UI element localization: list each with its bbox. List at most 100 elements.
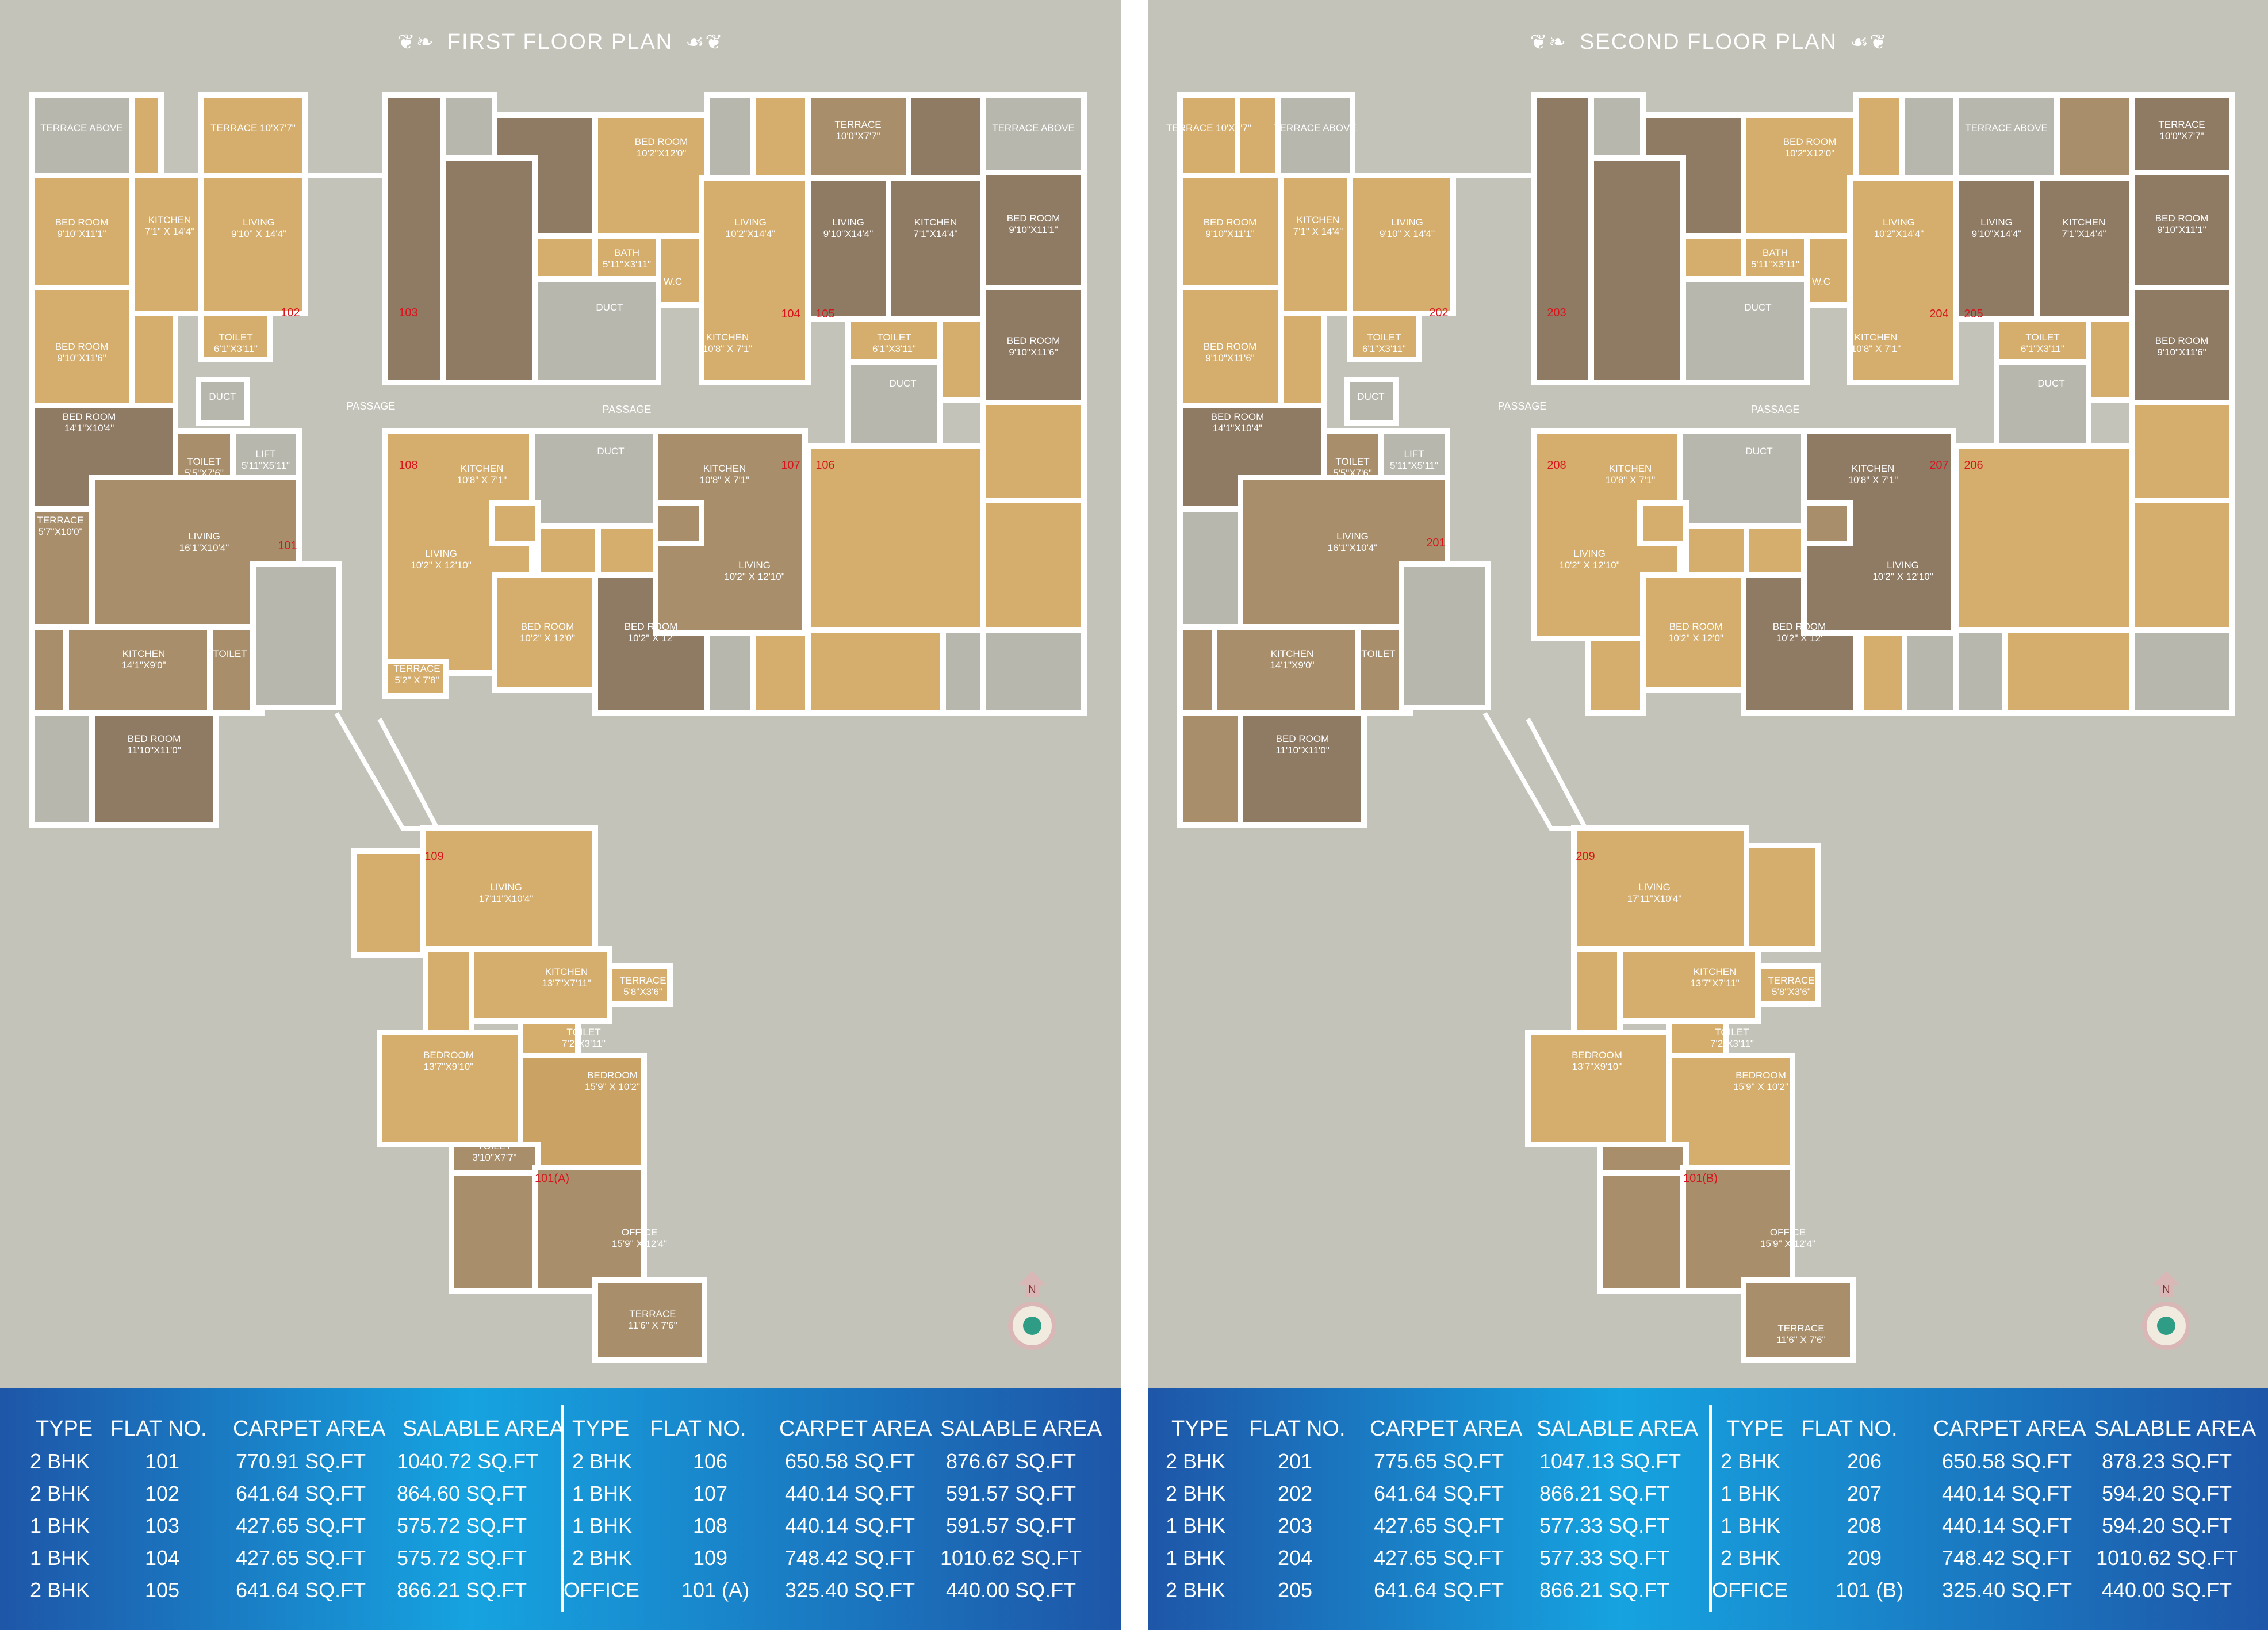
terrace-room	[198, 92, 308, 178]
table-cell: 770.91 SQ.FT	[236, 1449, 366, 1473]
walkway	[1482, 712, 1589, 831]
room-label: 13'7"X7'11"	[1690, 978, 1739, 989]
flat-number: 105	[815, 308, 834, 320]
col-flat: FLAT NO.	[650, 1417, 746, 1441]
terrace-room	[1235, 92, 1281, 178]
flat-106-room	[805, 443, 986, 633]
terrace-above-room	[1275, 92, 1355, 178]
living-room	[1571, 825, 1749, 952]
table-cell: 748.42 SQ.FT	[1942, 1546, 2072, 1570]
bedroom-room	[980, 285, 1087, 405]
room-label: BED ROOM	[1204, 341, 1257, 352]
room-label: TOILET	[213, 648, 247, 659]
terrace-above-room	[980, 92, 1087, 175]
room-label: 14'1"X10'4"	[1213, 423, 1263, 434]
flat-number: 108	[399, 459, 417, 472]
room-label: 13'7"X9'10"	[424, 1061, 474, 1072]
table-header: TYPE FLAT NO. CARPET AREA SALABLE AREA	[564, 1417, 1121, 1449]
wc-room	[1804, 233, 1853, 308]
room-label: OFFICE	[622, 1227, 657, 1238]
room-label: 9'10"X11'6"	[1009, 347, 1058, 358]
terrace-room	[1953, 627, 2008, 716]
col-carpet: CARPET AREA	[1933, 1417, 2086, 1441]
table-cell: 594.20 SQ.FT	[2102, 1482, 2232, 1505]
bedroom-room	[1238, 710, 1367, 828]
table-row: 1 BHK 207 440.14 SQ.FT 594.20 SQ.FT	[1712, 1482, 2268, 1514]
table-cell: 2 BHK	[1721, 1546, 1781, 1570]
flat-number: 102	[281, 307, 300, 319]
bedroom-room	[1666, 1053, 1795, 1170]
room-label: 10'2" X 12'10"	[724, 571, 785, 582]
room-label: BED ROOM	[635, 136, 688, 147]
table-cell: 427.65 SQ.FT	[1374, 1514, 1504, 1537]
table-cell: 325.40 SQ.FT	[1942, 1578, 2072, 1602]
table-row: OFFICE 101 (B) 325.40 SQ.FT 440.00 SQ.FT	[1712, 1578, 2268, 1610]
room-label: TOILET	[219, 332, 252, 343]
terrace-room	[704, 630, 756, 716]
flat-number: 206	[1964, 459, 1983, 472]
bath-room	[1744, 523, 1807, 578]
col-salable: SALABLE AREA	[403, 1417, 564, 1441]
terrace-room	[1177, 710, 1243, 828]
toilet-room	[449, 1142, 541, 1176]
dry-area	[1177, 624, 1217, 716]
room-label: LIVING	[490, 882, 522, 893]
room-label: BED ROOM	[1669, 621, 1723, 632]
room-label: LIVING	[1638, 882, 1671, 893]
plan-title-text: FIRST FLOOR PLAN	[447, 30, 673, 54]
plan-title: ❦❧ SECOND FLOOR PLAN ☙❦	[1148, 30, 2268, 55]
flat-number: 104	[781, 308, 800, 320]
table-cell: 1 BHK	[572, 1514, 633, 1537]
table-row: 1 BHK 204 427.65 SQ.FT 577.33 SQ.FT	[1148, 1546, 1709, 1578]
ornament-icon: ❦❧	[397, 30, 435, 53]
flat-number: 207	[1929, 459, 1948, 472]
toilet-room	[198, 311, 273, 362]
table-cell: 2 BHK	[30, 1578, 90, 1602]
table-row: 2 BHK 105 641.64 SQ.FT 866.21 SQ.FT	[0, 1578, 561, 1610]
terrace-room	[2002, 627, 2135, 716]
table-cell: 107	[693, 1482, 728, 1505]
table-row: 2 BHK 102 641.64 SQ.FT 864.60 SQ.FT	[0, 1482, 561, 1514]
room-label: 7'2"X3'11"	[1710, 1038, 1754, 1049]
bedroom-room	[980, 498, 1087, 633]
terrace-room	[805, 627, 946, 716]
wc-room	[653, 500, 704, 546]
table-cell: 105	[145, 1578, 180, 1602]
room-label: W.C	[1812, 276, 1830, 287]
flat-number: 107	[781, 459, 800, 472]
living-room	[1588, 155, 1686, 385]
living-room	[198, 173, 308, 316]
col-carpet: CARPET AREA	[233, 1417, 386, 1441]
bedroom-room	[518, 1053, 647, 1170]
table-cell: 2 BHK	[572, 1449, 633, 1473]
room-label: KITCHEN	[122, 648, 166, 659]
col-type: TYPE	[1171, 1417, 1229, 1441]
room-label: TERRACE 10'X7'7"	[210, 123, 296, 133]
room-label: 14'1"X10'4"	[64, 423, 114, 434]
terrace-room	[1859, 630, 1907, 716]
room-label: BED ROOM	[1783, 136, 1837, 147]
room-label: TERRACE	[393, 663, 440, 674]
room-label: BEDROOM	[587, 1070, 638, 1081]
room-label: 16'1"X10'4"	[1328, 542, 1378, 553]
room-label: 17'11"X10'4"	[479, 893, 534, 904]
table-cell: 650.58 SQ.FT	[1942, 1449, 2072, 1473]
flat-number: 101	[278, 539, 297, 552]
table-cell: 577.33 SQ.FT	[1539, 1514, 1670, 1537]
flat-number: 103	[399, 307, 417, 319]
table-cell: 209	[1847, 1546, 1882, 1570]
table-cell: 201	[1278, 1449, 1313, 1473]
room-label: BEDROOM	[1736, 1070, 1786, 1081]
room-label: TERRACE ABOVE	[40, 123, 123, 133]
office-room	[532, 1165, 647, 1294]
room-label: 11'10"X11'0"	[127, 745, 181, 756]
table-cell: 204	[1278, 1546, 1313, 1570]
room-label: BED ROOM	[1276, 733, 1330, 744]
table-row: 2 BHK 205 641.64 SQ.FT 866.21 SQ.FT	[1148, 1578, 1709, 1610]
terrace-above-room	[29, 92, 135, 178]
terrace-room	[1588, 92, 1646, 161]
table-cell: 440.14 SQ.FT	[1942, 1482, 2072, 1505]
room-label: 10'8" X 7'1"	[1606, 475, 1656, 485]
toilet-room	[1347, 311, 1422, 362]
duct	[529, 428, 658, 529]
